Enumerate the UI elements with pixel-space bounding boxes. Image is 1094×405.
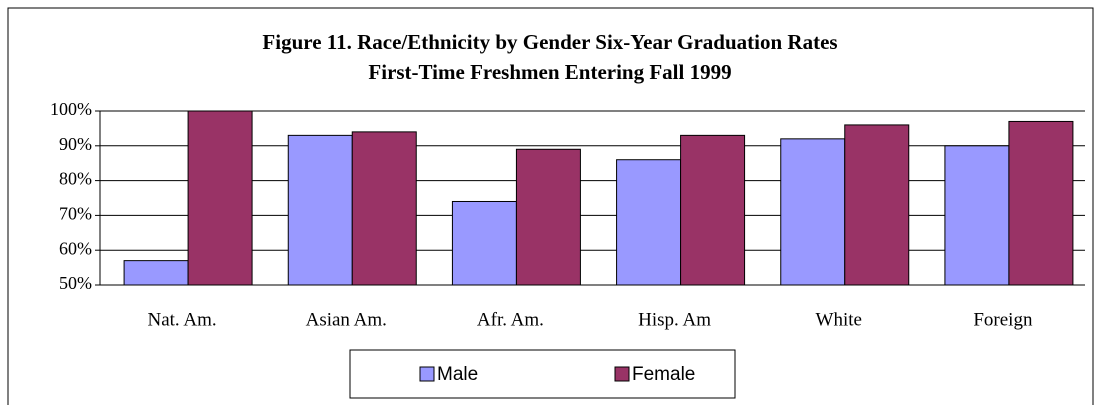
legend-label: Male <box>437 364 478 385</box>
y-tick-label: 50% <box>59 273 92 293</box>
legend-swatch <box>614 366 630 382</box>
bar <box>515 148 581 286</box>
chart-title: Figure 11. Race/Ethnicity by Gender Six-… <box>262 30 837 54</box>
y-tick-label: 70% <box>59 204 92 224</box>
bar <box>780 138 846 286</box>
bar <box>187 110 253 286</box>
chart-subtitle: First-Time Freshmen Entering Fall 1999 <box>368 60 731 84</box>
bar <box>351 131 417 286</box>
x-tick-label: White <box>816 309 862 330</box>
bar <box>451 200 517 286</box>
legend-box <box>349 349 736 399</box>
bar <box>680 134 746 286</box>
bar <box>844 124 910 286</box>
x-tick-label: Foreign <box>973 309 1033 330</box>
bar <box>123 260 189 286</box>
x-tick-label: Afr. Am. <box>477 309 544 330</box>
x-tick-label: Nat. Am. <box>148 309 217 330</box>
legend-swatch <box>419 366 435 382</box>
y-tick-label: 90% <box>59 134 92 154</box>
bar <box>616 159 682 286</box>
y-tick-label: 80% <box>59 169 92 189</box>
y-tick-label: 60% <box>59 238 92 258</box>
y-tick-label: 100% <box>50 99 92 119</box>
x-tick-label: Hisp. Am <box>638 309 711 330</box>
bar <box>944 145 1010 286</box>
legend-label: Female <box>632 364 695 385</box>
bar <box>287 134 353 286</box>
x-tick-label: Asian Am. <box>306 309 387 330</box>
bar <box>1008 120 1074 286</box>
